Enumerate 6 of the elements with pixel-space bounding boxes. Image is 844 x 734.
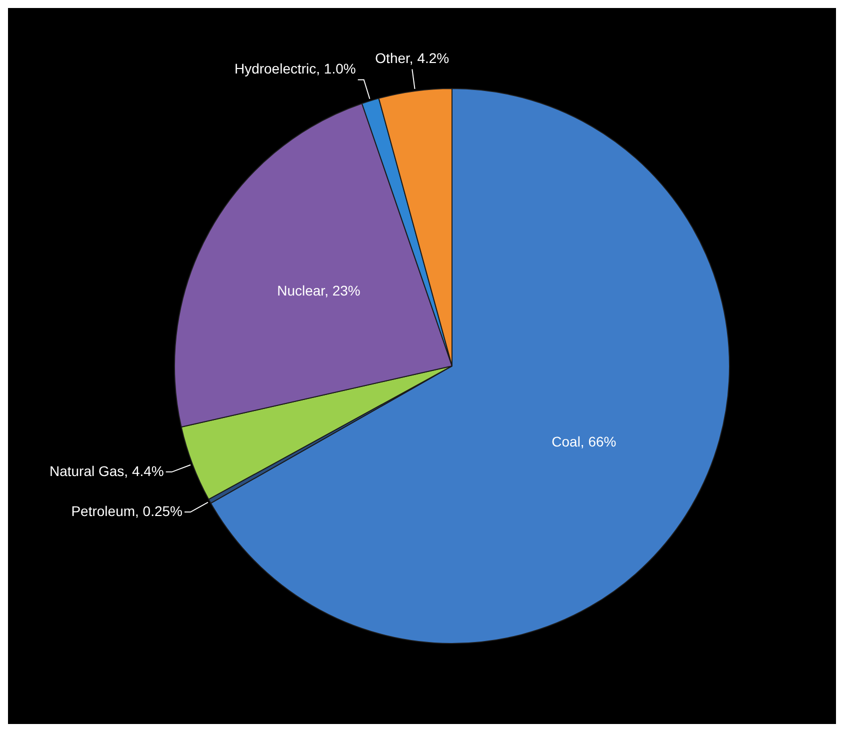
slice-label: Nuclear, 23% — [277, 282, 360, 298]
slice-label: Other, 4.2% — [375, 50, 450, 66]
slice-label: Natural Gas, 4.4% — [49, 462, 164, 479]
slice-label: Coal, 66% — [552, 434, 616, 450]
slice-label: Hydroelectric, 1.0% — [234, 60, 356, 77]
slice-label: Petroleum, 0.25% — [71, 502, 183, 519]
